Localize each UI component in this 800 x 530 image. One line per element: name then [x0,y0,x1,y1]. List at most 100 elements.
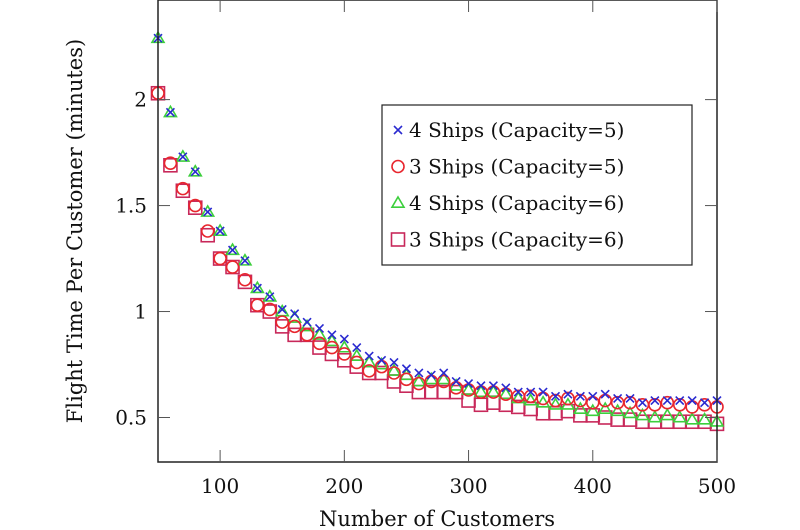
data-point [227,245,238,255]
data-point [526,387,536,397]
data-point [176,181,190,196]
data-point [697,397,712,412]
legend-marker-o [391,159,405,174]
data-point [349,355,364,370]
data-point [501,383,511,393]
x-tick-label: 300 [449,474,487,498]
data-point [325,340,339,355]
data-point [451,376,461,387]
data-point [339,334,349,344]
x-axis-title: Number of Customers [319,507,555,530]
legend-entry: 4 Ships (Capacity=6) [390,191,624,215]
y-axis: 0.5 1 1.5 2 [115,88,717,429]
data-point [175,149,191,162]
data-point [250,298,265,312]
legend-label: 4 Ships (Capacity=6) [409,191,624,215]
y-axis-title: Flight Time Per Customer (minutes) [63,39,87,423]
data-point [697,412,712,425]
data-point [473,384,489,398]
data-point [647,409,663,423]
data-point [399,372,414,387]
data-point [165,107,175,117]
data-point [461,382,476,395]
data-point [225,242,240,256]
data-point [426,370,436,380]
data-point [364,351,374,361]
series-1 [153,33,722,408]
data-point [361,354,377,368]
data-point [349,348,365,362]
data-point [327,330,337,340]
data-point [486,384,501,398]
data-point [336,339,352,353]
x-tick-label: 100 [201,474,239,498]
data-point [572,401,588,415]
series-2 [151,86,724,414]
y-tick-label: 1.5 [115,194,147,218]
data-point [548,397,563,410]
data-point [386,363,402,376]
data-point [473,397,489,413]
data-point [575,391,585,401]
data-point [377,355,387,365]
legend-entry: 3 Ships (Capacity=6) [390,228,624,252]
data-point [498,386,514,400]
data-point [476,381,486,391]
data-point [249,280,265,294]
data-point [613,393,623,403]
data-point [597,401,613,415]
x-tick-label: 500 [698,474,736,498]
data-point [600,389,610,399]
data-point [439,368,449,378]
data-point [635,407,650,421]
data-point [563,389,573,399]
data-point [215,226,225,236]
data-point [188,198,203,213]
legend-label: 3 Ships (Capacity=5) [409,155,624,179]
data-point [535,405,551,421]
data-point [262,302,277,317]
data-point [687,395,697,406]
data-point [200,204,216,217]
x-tick-label: 200 [325,474,363,498]
y-tick-label: 2 [134,88,147,112]
data-point [212,223,228,236]
data-point [650,395,660,406]
data-point [314,323,325,334]
data-point [213,251,227,266]
data-point [175,183,191,199]
data-point [685,400,699,414]
data-point [488,381,498,391]
data-markers [150,30,725,432]
data-point [238,272,252,287]
data-point [622,405,638,419]
data-point [585,395,600,410]
data-point [414,368,424,378]
legend-marker-x [393,125,403,135]
data-point [287,319,302,334]
data-point [588,391,598,401]
data-point [675,395,685,406]
data-point [637,398,648,408]
data-point [190,167,200,177]
data-point [436,371,452,385]
data-point [513,387,523,397]
data-point [240,256,250,266]
legend-entry: 4 Ships (Capacity=5) [393,118,624,142]
legend-marker-triangle [390,195,406,208]
data-point [203,207,213,217]
data-point [337,347,352,361]
data-point [237,253,253,266]
data-point [262,289,278,302]
data-point [659,407,675,421]
data-point [684,412,700,425]
data-point [262,304,278,319]
data-point [324,333,340,347]
data-point [535,395,551,408]
legend-marker-square [390,232,406,247]
data-point [598,393,613,408]
data-point [302,317,312,327]
data-point [389,357,399,367]
data-point [700,398,710,408]
